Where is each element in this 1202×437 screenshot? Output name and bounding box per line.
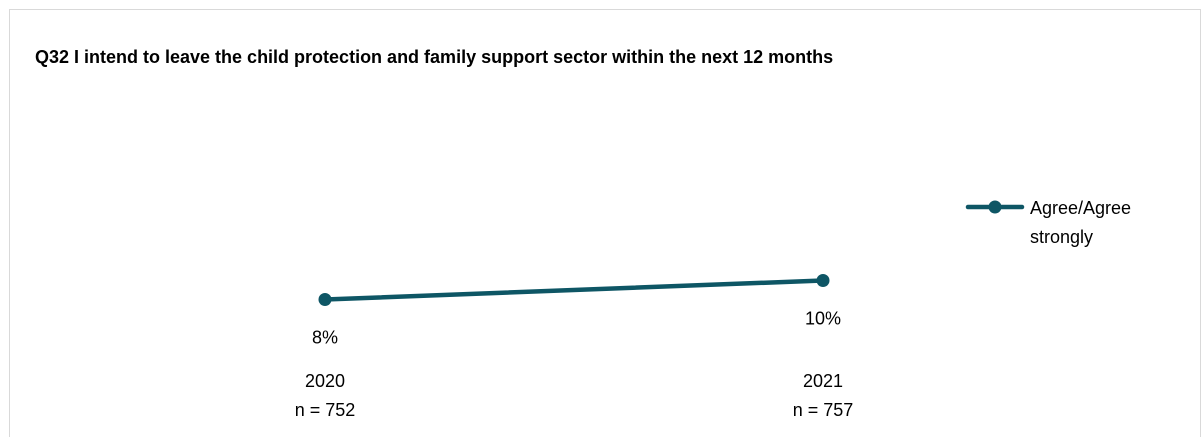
x-tick-label-n: n = 757 [793, 400, 854, 420]
series-line [322, 278, 826, 302]
data-label: 8% [312, 328, 338, 348]
label-layer: 8% 10% 2020 n = 752 2021 n = 757 [295, 309, 854, 421]
legend: Agree/Agree strongly [965, 198, 1131, 247]
legend-label-line-2: strongly [1030, 227, 1093, 247]
chart-frame [9, 9, 1201, 437]
x-tick-label-n: n = 752 [295, 400, 356, 420]
chart-title: Q32 I intend to leave the child protecti… [35, 47, 834, 67]
data-point [816, 274, 830, 287]
legend-label-line-1: Agree/Agree [1030, 198, 1131, 218]
data-point [318, 293, 332, 306]
series-layer [318, 274, 830, 306]
legend-marker-swatch [988, 200, 1002, 214]
data-label: 10% [805, 309, 841, 329]
x-tick-label-year: 2020 [305, 371, 345, 391]
x-tick-label-year: 2021 [803, 371, 843, 391]
